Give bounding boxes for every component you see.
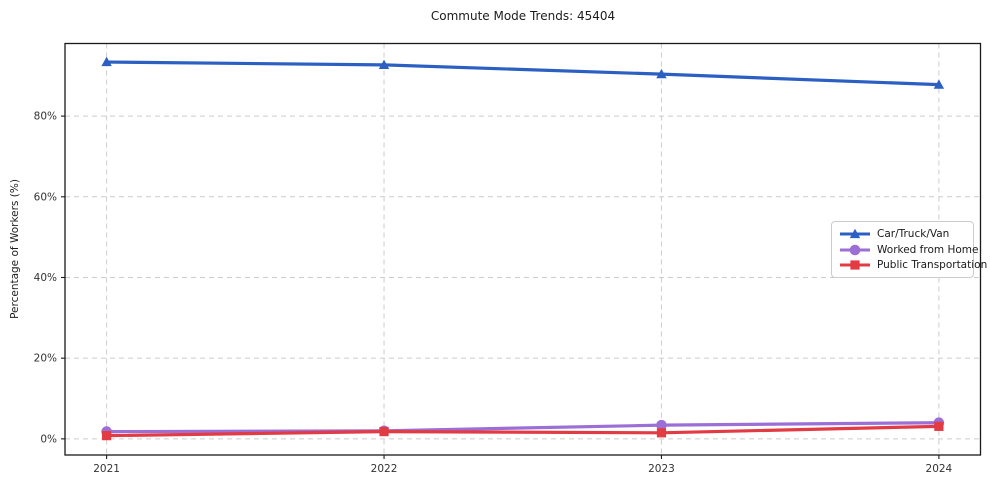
- legend-marker-shape: [849, 228, 861, 239]
- y-tick-label: 0%: [40, 433, 57, 445]
- y-tick-label: 60%: [34, 191, 57, 203]
- y-tick-label: 80%: [34, 111, 57, 123]
- data-point-square-marker: [934, 421, 944, 431]
- data-point-triangle-marker: [101, 56, 112, 67]
- legend-label: Public Transportation: [877, 259, 988, 271]
- x-tick-label: 2023: [648, 463, 675, 475]
- square-marker-glyph: [840, 260, 870, 270]
- data-point-circle-marker: [656, 419, 667, 431]
- data-point-square-marker: [102, 431, 112, 441]
- square-line-marker-icon: [839, 258, 871, 272]
- legend-marker-shape: [849, 244, 861, 255]
- triangle-line-marker-icon: [839, 227, 871, 241]
- circle-marker-glyph: [840, 244, 870, 255]
- data-point-square-marker: [656, 428, 667, 438]
- x-tick-label: 2024: [926, 463, 953, 475]
- legend-label: Car/Truck/Van: [877, 228, 950, 240]
- series-line-triangle: [105, 60, 941, 87]
- legend: Car/Truck/Van Worked from Home Public Tr…: [831, 221, 987, 278]
- series-line-square: [105, 424, 941, 438]
- legend-marker-shape: [850, 260, 860, 270]
- chart-title: Commute Mode Trends: 45404: [430, 9, 616, 23]
- x-tick-label: 2021: [93, 463, 120, 475]
- triangle-marker-glyph: [840, 228, 870, 239]
- legend-label: Worked from Home: [877, 243, 979, 256]
- legend-item-worked-from-home: Worked from Home: [839, 243, 978, 257]
- data-point-triangle-marker: [378, 59, 390, 69]
- axes-spines: [64, 42, 982, 456]
- data-point-triangle-marker: [656, 68, 667, 79]
- data-point-triangle-marker: [933, 79, 945, 89]
- circle-line-marker-icon: [839, 243, 871, 257]
- legend-item-car-truck-van: Car/Truck/Van: [839, 227, 965, 241]
- y-tick-label: 20%: [34, 353, 57, 365]
- y-tick-label: 40%: [34, 272, 57, 284]
- data-point-square-marker: [379, 427, 389, 437]
- legend-item-public-transportation: Public Transportation: [839, 258, 987, 272]
- series-line-circle: [105, 421, 941, 434]
- x-tick-label: 2022: [371, 463, 398, 475]
